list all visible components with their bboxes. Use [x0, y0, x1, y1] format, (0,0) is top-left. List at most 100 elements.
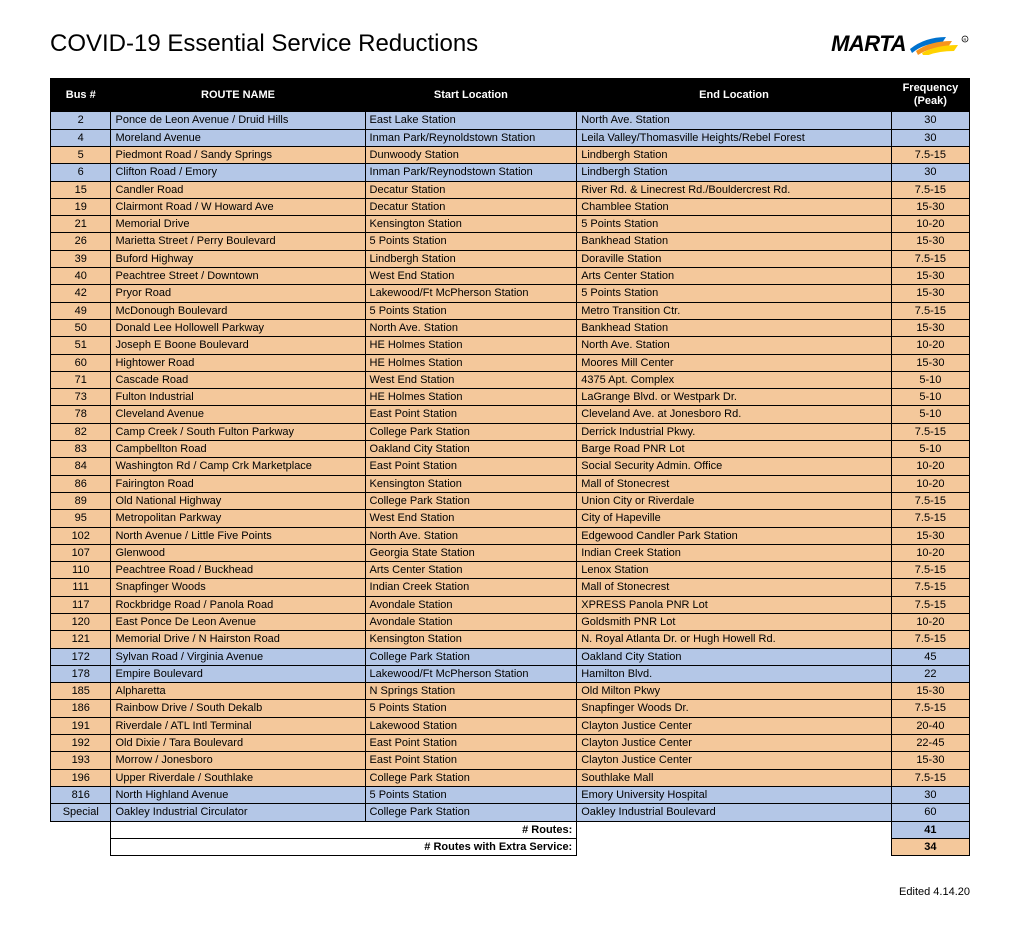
cell-end: Leila Valley/Thomasville Heights/Rebel F… [577, 129, 892, 146]
cell-bus: 73 [51, 389, 111, 406]
cell-route: Camp Creek / South Fulton Parkway [111, 423, 365, 440]
cell-end: Bankhead Station [577, 319, 892, 336]
cell-route: Rockbridge Road / Panola Road [111, 596, 365, 613]
cell-freq: 7.5-15 [891, 579, 969, 596]
cell-route: East Ponce De Leon Avenue [111, 613, 365, 630]
cell-end: Lindbergh Station [577, 146, 892, 163]
cell-start: College Park Station [365, 769, 577, 786]
cell-route: Memorial Drive / N Hairston Road [111, 631, 365, 648]
table-row: 4Moreland AvenueInman Park/Reynoldstown … [51, 129, 970, 146]
marta-logo: MARTA R [831, 31, 970, 57]
cell-end: Metro Transition Ctr. [577, 302, 892, 319]
cell-freq: 30 [891, 129, 969, 146]
cell-end: Snapfinger Woods Dr. [577, 700, 892, 717]
cell-start: N Springs Station [365, 683, 577, 700]
cell-start: Oakland City Station [365, 441, 577, 458]
cell-start: College Park Station [365, 804, 577, 821]
cell-end: Oakley Industrial Boulevard [577, 804, 892, 821]
cell-bus: 50 [51, 319, 111, 336]
cell-bus: 15 [51, 181, 111, 198]
table-row: 50Donald Lee Hollowell ParkwayNorth Ave.… [51, 319, 970, 336]
cell-route: North Avenue / Little Five Points [111, 527, 365, 544]
cell-start: West End Station [365, 268, 577, 285]
cell-end: Mall of Stonecrest [577, 475, 892, 492]
table-row: 39Buford HighwayLindbergh StationDoravil… [51, 250, 970, 267]
cell-freq: 60 [891, 804, 969, 821]
table-row: 19Clairmont Road / W Howard AveDecatur S… [51, 198, 970, 215]
cell-freq: 7.5-15 [891, 423, 969, 440]
cell-start: West End Station [365, 510, 577, 527]
cell-freq: 7.5-15 [891, 562, 969, 579]
table-row: 816North Highland Avenue5 Points Station… [51, 786, 970, 803]
cell-end: Clayton Justice Center [577, 717, 892, 734]
cell-start: Georgia State Station [365, 544, 577, 561]
cell-freq: 15-30 [891, 285, 969, 302]
cell-start: 5 Points Station [365, 786, 577, 803]
cell-route: Marietta Street / Perry Boulevard [111, 233, 365, 250]
cell-route: Sylvan Road / Virginia Avenue [111, 648, 365, 665]
header: COVID-19 Essential Service Reductions MA… [50, 30, 970, 58]
table-row: 60Hightower RoadHE Holmes StationMoores … [51, 354, 970, 371]
cell-route: Peachtree Street / Downtown [111, 268, 365, 285]
cell-end: Hamilton Blvd. [577, 665, 892, 682]
cell-freq: 7.5-15 [891, 250, 969, 267]
cell-start: Kensington Station [365, 475, 577, 492]
table-row: 121Memorial Drive / N Hairston RoadKensi… [51, 631, 970, 648]
table-row: 84Washington Rd / Camp Crk MarketplaceEa… [51, 458, 970, 475]
table-row: 73Fulton IndustrialHE Holmes StationLaGr… [51, 389, 970, 406]
cell-start: East Lake Station [365, 112, 577, 129]
table-row: 185AlpharettaN Springs StationOld Milton… [51, 683, 970, 700]
cell-route: Hightower Road [111, 354, 365, 371]
cell-route: Clifton Road / Emory [111, 164, 365, 181]
cell-start: Dunwoody Station [365, 146, 577, 163]
summary-value: 41 [891, 821, 969, 838]
cell-bus: 26 [51, 233, 111, 250]
cell-route: Upper Riverdale / Southlake [111, 769, 365, 786]
cell-freq: 7.5-15 [891, 146, 969, 163]
cell-bus: 42 [51, 285, 111, 302]
cell-bus: 120 [51, 613, 111, 630]
cell-freq: 10-20 [891, 216, 969, 233]
cell-end: Emory University Hospital [577, 786, 892, 803]
cell-route: Moreland Avenue [111, 129, 365, 146]
cell-bus: 102 [51, 527, 111, 544]
cell-end: Clayton Justice Center [577, 752, 892, 769]
cell-end: Doraville Station [577, 250, 892, 267]
cell-end: Goldsmith PNR Lot [577, 613, 892, 630]
cell-route: Buford Highway [111, 250, 365, 267]
table-row: 191Riverdale / ATL Intl TerminalLakewood… [51, 717, 970, 734]
cell-freq: 15-30 [891, 527, 969, 544]
cell-freq: 7.5-15 [891, 769, 969, 786]
cell-freq: 15-30 [891, 268, 969, 285]
table-row: 21Memorial DriveKensington Station5 Poin… [51, 216, 970, 233]
cell-end: Mall of Stonecrest [577, 579, 892, 596]
col-route: ROUTE NAME [111, 79, 365, 112]
cell-start: Lakewood/Ft McPherson Station [365, 285, 577, 302]
table-row: 78Cleveland AvenueEast Point StationClev… [51, 406, 970, 423]
table-row: 172Sylvan Road / Virginia AvenueCollege … [51, 648, 970, 665]
cell-start: 5 Points Station [365, 233, 577, 250]
cell-freq: 22 [891, 665, 969, 682]
cell-start: Inman Park/Reynodstown Station [365, 164, 577, 181]
cell-freq: 22-45 [891, 735, 969, 752]
cell-bus: 84 [51, 458, 111, 475]
cell-route: Joseph E Boone Boulevard [111, 337, 365, 354]
cell-bus: 40 [51, 268, 111, 285]
table-row: 15Candler RoadDecatur StationRiver Rd. &… [51, 181, 970, 198]
col-end: End Location [577, 79, 892, 112]
summary-row: # Routes:41 [51, 821, 970, 838]
cell-bus: 86 [51, 475, 111, 492]
cell-bus: 186 [51, 700, 111, 717]
table-row: 178Empire BoulevardLakewood/Ft McPherson… [51, 665, 970, 682]
cell-end: XPRESS Panola PNR Lot [577, 596, 892, 613]
cell-route: Glenwood [111, 544, 365, 561]
col-freq: Frequency (Peak) [891, 79, 969, 112]
cell-end: Arts Center Station [577, 268, 892, 285]
edited-date: Edited 4.14.20 [50, 886, 970, 898]
table-row: 117Rockbridge Road / Panola RoadAvondale… [51, 596, 970, 613]
cell-end: River Rd. & Linecrest Rd./Bouldercrest R… [577, 181, 892, 198]
summary-value: 34 [891, 838, 969, 855]
table-row: 49McDonough Boulevard5 Points StationMet… [51, 302, 970, 319]
cell-start: Kensington Station [365, 631, 577, 648]
cell-start: East Point Station [365, 752, 577, 769]
